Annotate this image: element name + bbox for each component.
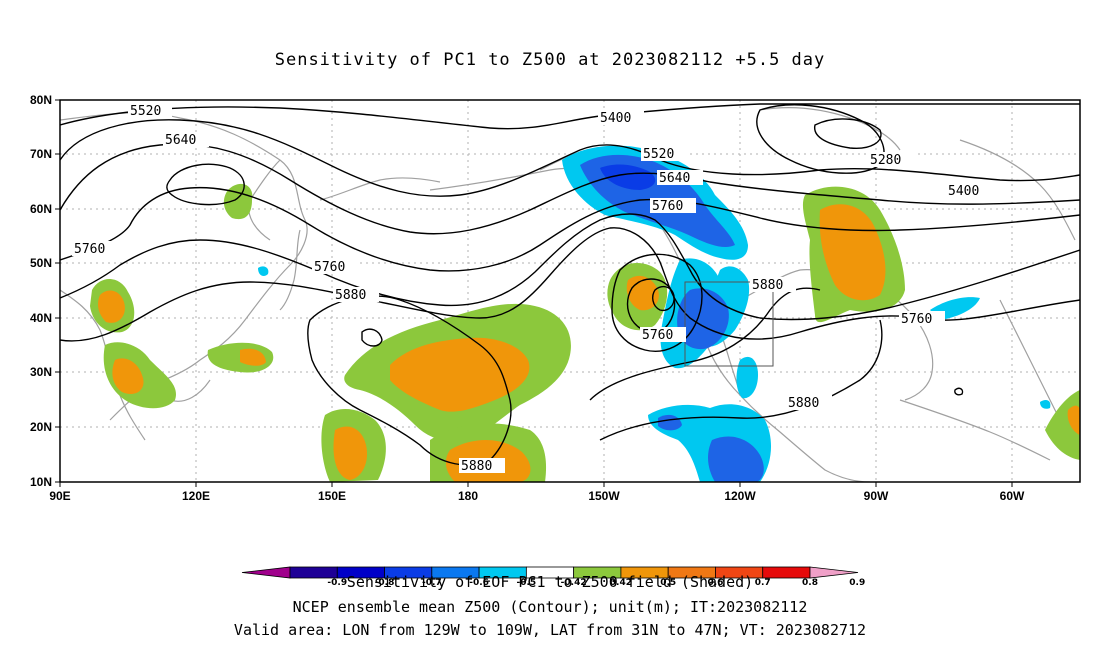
lat-label: 40N [30, 311, 52, 325]
contour-label: 5880 [788, 396, 819, 411]
colorbar-tick-label: -0.8 [375, 578, 395, 588]
contour-label: 5400 [600, 111, 631, 126]
footer-line-1: NCEP ensemble mean Z500 (Contour); unit(… [292, 598, 808, 616]
colorbar-tick-label: 0.7 [755, 578, 771, 588]
lon-label: 60W [1000, 489, 1025, 503]
contour-label: 5880 [335, 288, 366, 303]
colorbar: -0.9 -0.8 -0.7 -0.6 -0.5 -0.42 0.42 0.5 0.6 0.7 0.… [241, 566, 865, 588]
colorbar-title: Sensitivity of EOF PC1 to Z500 field (Sh… [346, 573, 754, 591]
colorbar-tick-label: 0.9 [849, 578, 865, 588]
colorbar-tick-label: 0.6 [707, 578, 723, 588]
contour-label: 5520 [643, 147, 674, 162]
colorbar-tick-label: -0.7 [422, 578, 442, 588]
lat-label: 10N [30, 475, 52, 489]
colorbar-right-arrow [809, 566, 859, 579]
colorbar-tick-label: -0.9 [327, 578, 347, 588]
lon-label: 90E [49, 489, 70, 503]
contour-label: 5280 [870, 153, 901, 168]
contour-label: 5400 [948, 184, 979, 199]
contour-label: 5520 [130, 104, 161, 119]
lon-label: 120W [724, 489, 756, 503]
lon-label: 180 [458, 489, 478, 503]
lat-label: 20N [30, 420, 52, 434]
latitude-labels: 80N 70N 60N 50N 40N 30N 20N 10N [30, 93, 52, 489]
lat-label: 80N [30, 93, 52, 107]
valid-area-box [684, 281, 774, 367]
footer-line-2: Valid area: LON from 129W to 109W, LAT f… [233, 621, 867, 639]
contour-label: 5760 [901, 312, 932, 327]
lon-label: 150E [318, 489, 346, 503]
contour-label: 5880 [461, 459, 492, 474]
colorbar-tick-label: -0.5 [517, 578, 537, 588]
map-frame [59, 99, 1081, 483]
z500-contours [60, 103, 1080, 466]
colorbar-tick-label: 0.8 [802, 578, 818, 588]
longitude-labels: 90E 120E 150E 180 150W 120W 90W 60W [49, 489, 1025, 503]
lon-label: 150W [588, 489, 620, 503]
contour-labels: 5520 5640 5760 5760 5880 5400 5520 5640 … [72, 103, 992, 474]
contour-label: 5760 [74, 242, 105, 257]
contour-label: 5760 [642, 328, 673, 343]
contour-label: 5760 [652, 199, 683, 214]
lon-label: 120E [182, 489, 210, 503]
contour-label: 5640 [659, 171, 690, 186]
colorbar-tick-label: -0.42 [561, 578, 587, 588]
colorbar-tick-label: 0.42 [610, 578, 632, 588]
lat-label: 70N [30, 147, 52, 161]
colorbar-tick-label: 0.5 [660, 578, 676, 588]
map-title: Sensitivity of PC1 to Z500 at 2023082112… [274, 50, 826, 70]
colorbar-tick-label: -0.6 [469, 578, 489, 588]
contour-label: 5640 [165, 133, 196, 148]
contour-label: 5760 [314, 260, 345, 275]
contour-label: 5880 [752, 278, 783, 293]
lat-label: 50N [30, 256, 52, 270]
lat-label: 30N [30, 365, 52, 379]
lat-label: 60N [30, 202, 52, 216]
lon-label: 90W [864, 489, 889, 503]
